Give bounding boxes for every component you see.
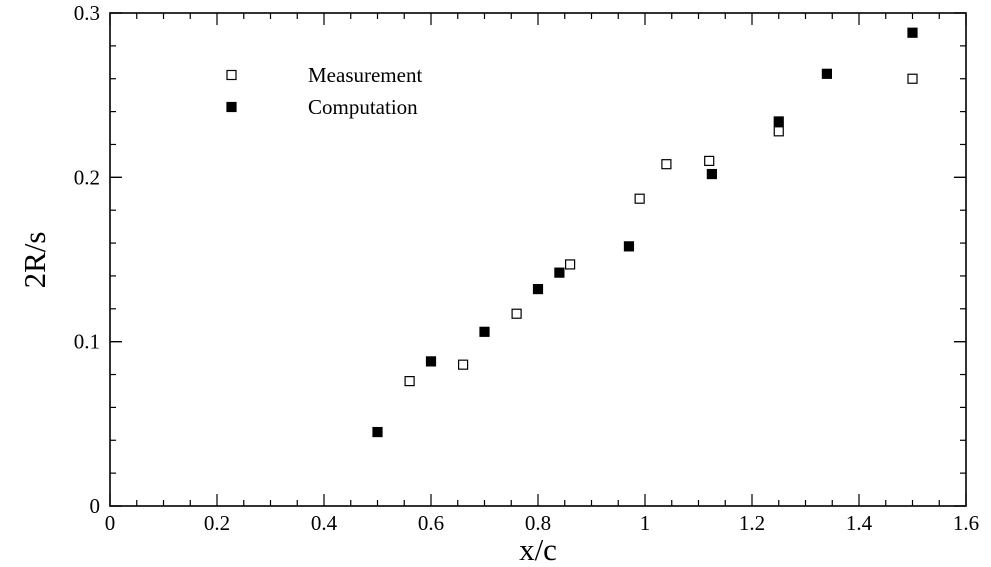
legend-label: Measurement: [308, 63, 422, 87]
computation-point: [706, 168, 717, 180]
x-tick-label: 1.6: [953, 511, 979, 535]
y-tick-label: 0.1: [74, 330, 100, 354]
measurement-point: [907, 73, 918, 84]
computation-point: [907, 27, 918, 38]
measurement-point: [634, 193, 645, 204]
computation-point: [554, 267, 565, 278]
computation-point: [372, 426, 383, 438]
axis-ticks: [109, 12, 967, 507]
x-tick-label: 0.4: [311, 511, 338, 535]
x-tick-label: 1.2: [739, 511, 765, 535]
plot-frame: [109, 12, 967, 507]
tick-labels: 0 0.2 0.4 0.6 0.8 1 1.2 1.4 1.6 0 0.1 0.2 0.3: [74, 1, 979, 535]
x-axis-label: x/c: [519, 532, 557, 567]
x-tick-label: 0: [105, 511, 116, 535]
measurement-point: [511, 308, 522, 319]
measurement-point: [661, 159, 672, 170]
y-tick-label: 0.3: [74, 1, 100, 25]
computation-point: [821, 68, 833, 79]
legend-marker-computation: [226, 101, 237, 113]
legend: Measurement Computation: [226, 63, 422, 119]
y-tick-label: 0.2: [74, 165, 100, 189]
measurement-point: [458, 359, 469, 370]
x-tick-label: 0.2: [204, 511, 230, 535]
y-axis-label: 2R/s: [17, 232, 52, 289]
computation-point: [425, 356, 437, 367]
data-points: [372, 27, 918, 438]
measurement-point: [404, 376, 415, 387]
computation-point: [773, 116, 784, 127]
y-tick-label: 0: [90, 494, 101, 518]
computation-point: [532, 283, 544, 295]
x-tick-label: 1.4: [846, 511, 873, 535]
computation-point: [623, 241, 635, 252]
x-tick-label: 1: [640, 511, 651, 535]
x-tick-label: 0.8: [525, 511, 551, 535]
computation-point: [479, 326, 490, 337]
measurement-point: [773, 126, 784, 137]
legend-label: Computation: [308, 95, 418, 119]
measurement-point: [704, 155, 715, 166]
x-tick-label: 0.6: [418, 511, 444, 535]
legend-marker-measurement: [226, 69, 237, 81]
measurement-point: [564, 259, 576, 270]
